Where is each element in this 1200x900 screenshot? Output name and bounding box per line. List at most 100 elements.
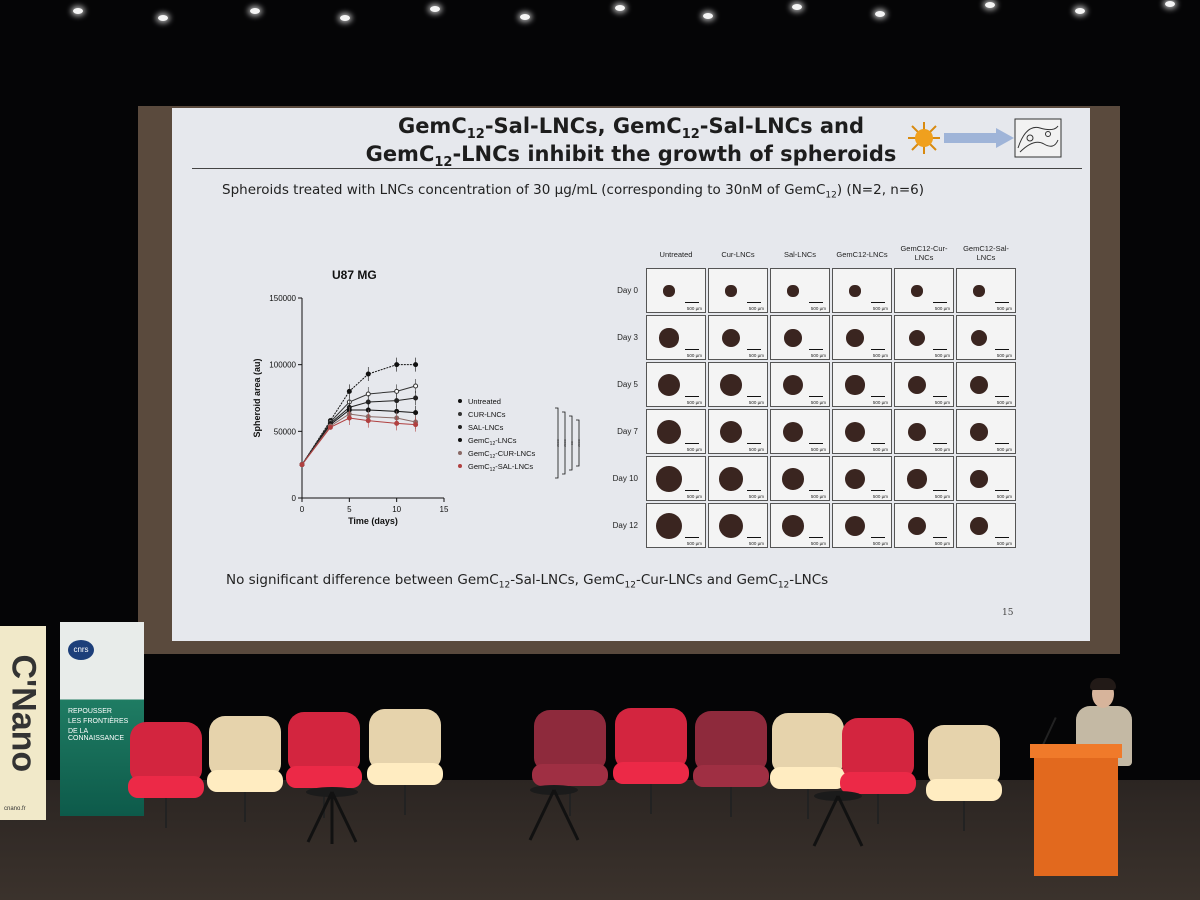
- chair-back: [534, 710, 606, 770]
- legend-label-3: GemC12-LNCs: [468, 436, 517, 447]
- ceiling-light: [250, 8, 260, 14]
- spheroid-micrograph: 500 µm: [708, 362, 768, 407]
- scale-bar: [809, 536, 823, 538]
- side-table: [812, 791, 864, 847]
- spheroid-micrograph: 500 µm: [894, 362, 954, 407]
- spheroid: [970, 423, 988, 441]
- x-tick-label: 5: [347, 505, 352, 514]
- scale-bar: [747, 395, 761, 397]
- spheroid-micrograph: 500 µm: [770, 362, 830, 407]
- microphone: [1041, 717, 1057, 747]
- scale-bar: [809, 348, 823, 350]
- chair-seat: [532, 764, 608, 786]
- column-header-line: Untreated: [659, 250, 693, 259]
- side-table: [528, 785, 580, 841]
- grid-row-header: Day 10: [612, 474, 638, 483]
- spheroid-image-grid: Untreated Cur-LNCs Sal-LNCs GemC12-LNCs GemC…: [600, 242, 1020, 558]
- legend-marker-0: [458, 399, 462, 403]
- significance-bracket: [569, 415, 573, 471]
- scale-bar: [995, 489, 1009, 491]
- data-point: [346, 388, 352, 394]
- scale-bar: [747, 348, 761, 350]
- scale-bar: [809, 489, 823, 491]
- scale-bar: [685, 395, 699, 397]
- ceiling-light: [430, 6, 440, 12]
- chair-leg: [650, 784, 652, 814]
- spheroid-micrograph: 500 µm: [708, 409, 768, 454]
- spheroid-micrograph: 500 µm: [646, 268, 706, 313]
- data-point: [413, 383, 419, 389]
- cnrs-slogan-line-2: LES FRONTIÈRES: [68, 718, 129, 725]
- spheroid-micrograph: 500 µm: [894, 456, 954, 501]
- scale-bar-label: 500 µm: [686, 306, 702, 311]
- scale-bar: [685, 301, 699, 303]
- spheroid: [784, 329, 802, 347]
- data-point: [394, 420, 400, 426]
- grid-column-header: Sal-LNCs: [770, 250, 830, 259]
- scale-bar-label: 500 µm: [748, 447, 764, 452]
- scale-bar-label: 500 µm: [748, 494, 764, 499]
- spheroid: [720, 374, 742, 396]
- chair-back: [288, 712, 360, 772]
- chair-back: [842, 718, 914, 778]
- y-tick-label: 100000: [269, 361, 296, 370]
- ceiling-light: [792, 4, 802, 10]
- spheroid-micrograph: 500 µm: [770, 503, 830, 548]
- spheroid: [849, 285, 861, 297]
- spheroid: [970, 329, 988, 347]
- column-header-line: Cur-LNCs: [721, 250, 755, 259]
- slide-footnote: No significant difference between GemC12…: [226, 572, 829, 591]
- growth-line-chart: 0 50000 100000 150000 0 5 10 15 Time (days) Spher…: [252, 294, 584, 526]
- chair-back: [369, 709, 441, 769]
- column-header-line: GemC12-Sal-: [963, 244, 1009, 253]
- spheroid: [658, 374, 680, 396]
- scale-bar: [871, 301, 885, 303]
- spheroid: [846, 329, 864, 347]
- scale-bar-label: 500 µm: [996, 353, 1012, 358]
- spheroid-micrograph: 500 µm: [956, 268, 1016, 313]
- podium: [1034, 748, 1118, 876]
- title-divider: [192, 168, 1082, 169]
- scale-bar-label: 500 µm: [996, 306, 1012, 311]
- spheroid: [911, 285, 923, 297]
- grid-row-header: Day 12: [612, 521, 638, 530]
- column-header-line: GemC12-Cur-: [900, 244, 948, 253]
- scale-bar-label: 500 µm: [748, 306, 764, 311]
- spheroid: [659, 328, 679, 348]
- scale-bar: [871, 348, 885, 350]
- scale-bar-label: 500 µm: [934, 494, 950, 499]
- scale-bar: [685, 536, 699, 538]
- scale-bar: [809, 301, 823, 303]
- spheroid-micrograph: 500 µm: [646, 456, 706, 501]
- scale-bar: [685, 489, 699, 491]
- scale-bar-label: 500 µm: [748, 541, 764, 546]
- chair-leg: [323, 788, 325, 818]
- chair-leg: [165, 798, 167, 828]
- ceiling-light: [1075, 8, 1085, 14]
- spheroid-micrograph: 500 µm: [708, 268, 768, 313]
- spheroid: [782, 468, 804, 490]
- spheroid: [907, 469, 927, 489]
- spheroid: [970, 470, 988, 488]
- spheroid-micrograph: 500 µm: [894, 315, 954, 360]
- scale-bar-label: 500 µm: [748, 400, 764, 405]
- scale-bar-label: 500 µm: [934, 353, 950, 358]
- legend-label-5: GemC12-SAL-LNCs: [468, 462, 533, 473]
- scale-bar: [933, 489, 947, 491]
- scale-bar-label: 500 µm: [872, 541, 888, 546]
- slide-title-line-2: GemC12-LNCs inhibit the growth of sphero…: [365, 142, 897, 171]
- chair-leg: [244, 792, 246, 822]
- scale-bar: [995, 395, 1009, 397]
- scale-bar-label: 500 µm: [810, 353, 826, 358]
- spheroid-micrograph: 500 µm: [956, 409, 1016, 454]
- series-line-3: [301, 409, 416, 465]
- side-table: [306, 787, 358, 844]
- scale-bar-label: 500 µm: [996, 400, 1012, 405]
- spheroid-micrograph: 500 µm: [770, 315, 830, 360]
- chair-seat: [207, 770, 283, 792]
- scale-bar-label: 500 µm: [872, 494, 888, 499]
- scale-bar-label: 500 µm: [996, 494, 1012, 499]
- spheroid-micrograph: 500 µm: [894, 268, 954, 313]
- spheroid-micrograph: 500 µm: [832, 503, 892, 548]
- cnrs-slogan-line-3: DE LA CONNAISSANCE: [68, 728, 125, 742]
